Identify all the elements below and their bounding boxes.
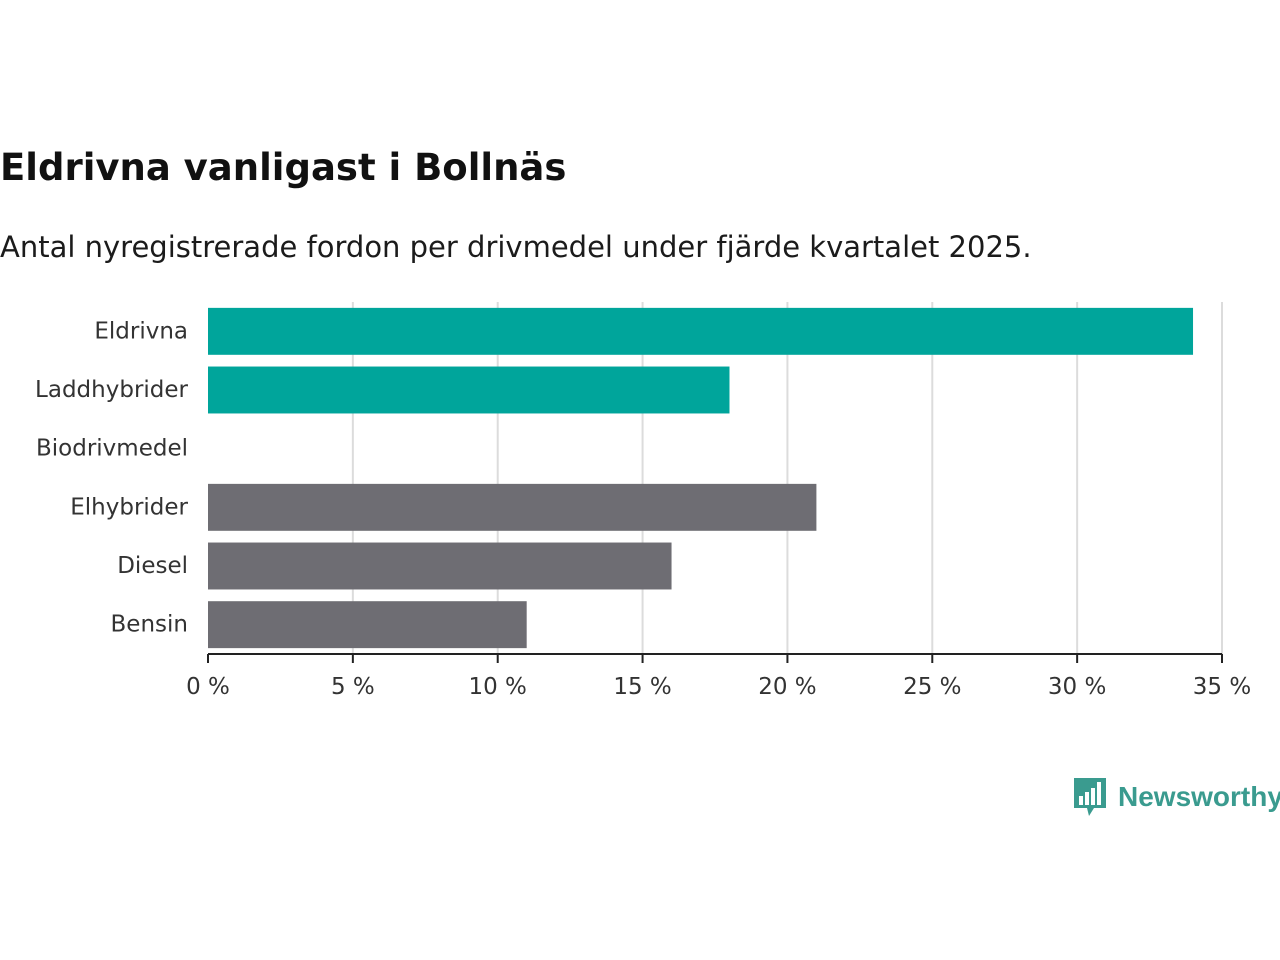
- category-label: Eldrivna: [94, 318, 188, 344]
- logo-text: Newsworthy: [1118, 781, 1280, 812]
- bar-laddhybrider: [208, 366, 730, 414]
- x-tick-label: 10 %: [468, 674, 526, 700]
- bar-eldrivna: [208, 307, 1194, 355]
- chart-subtitle: Antal nyregistrerade fordon per drivmede…: [0, 230, 1032, 264]
- category-label: Biodrivmedel: [36, 436, 188, 462]
- x-tick-label: 30 %: [1048, 674, 1106, 700]
- x-tick-label: 35 %: [1193, 674, 1251, 700]
- bar-elhybrider: [208, 483, 817, 531]
- category-label: Diesel: [117, 553, 188, 579]
- bar-chart-speech-bubble-icon: [1074, 778, 1106, 816]
- x-tick-label: 0 %: [186, 674, 230, 700]
- chart-title: Eldrivna vanligast i Bollnäs: [0, 146, 567, 189]
- x-tick-label: 5 %: [331, 674, 375, 700]
- category-label: Bensin: [111, 612, 188, 638]
- category-label: Elhybrider: [70, 494, 188, 520]
- x-tick-label: 15 %: [613, 674, 671, 700]
- bar-bensin: [208, 601, 527, 649]
- bar-diesel: [208, 542, 672, 590]
- x-tick-label: 25 %: [903, 674, 961, 700]
- newsworthy-logo[interactable]: Newsworthy: [1072, 776, 1280, 818]
- category-label: Laddhybrider: [35, 377, 188, 403]
- x-tick-label: 20 %: [758, 674, 816, 700]
